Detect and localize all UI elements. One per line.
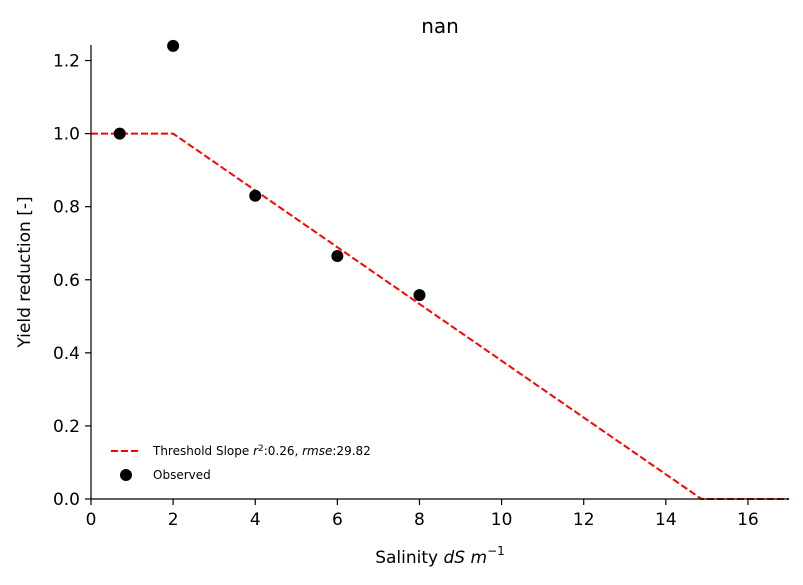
x-tick-label: 8 [414,510,425,530]
y-tick-label: 1.2 [53,52,80,72]
x-tick-label: 4 [250,510,261,530]
legend-label-r-value: :0.26, [264,444,302,458]
y-tick-label: 1.0 [53,125,80,145]
legend-label-observed: Observed [153,468,211,482]
legend-label-main: Threshold Slope [152,444,253,458]
observed-point [249,189,262,202]
legend-label-threshold-slope: Threshold Slope r2:0.26, rmse:29.82 [152,444,371,458]
x-tick-label: 16 [737,510,759,530]
x-ticks: 0 2 4 6 8 10 12 14 16 [86,499,759,530]
legend-label-r: r [253,444,259,458]
observed-point [167,39,180,52]
x-tick-label: 14 [655,510,677,530]
x-axis-label-unit-m: m [471,548,488,568]
threshold-slope-line [91,132,789,500]
y-tick-label: 0.6 [53,271,80,291]
y-ticks: 0.0 0.2 0.4 0.6 0.8 1.0 1.2 [53,52,91,510]
legend-label-rmse: rmse [302,444,332,458]
x-axis-label-exponent: −1 [487,544,505,558]
observed-point [413,289,426,302]
x-tick-label: 12 [573,510,595,530]
x-tick-label: 6 [332,510,343,530]
chart-title: nan [421,14,459,38]
y-tick-label: 0.4 [53,344,80,364]
x-axis-label-unit-ds: dS [444,548,466,568]
x-tick-label: 10 [491,510,513,530]
legend-label-rmse-value: :29.82 [332,444,370,458]
legend-marker-observed [120,469,132,481]
observed-point [113,127,126,140]
y-tick-label: 0.2 [53,417,80,437]
x-tick-label: 2 [168,510,179,530]
x-axis-label-prefix: Salinity [375,548,443,568]
plot-area [91,39,789,500]
legend: Threshold Slope r2:0.26, rmse:29.82 Obse… [111,444,371,482]
x-tick-label: 0 [86,510,97,530]
y-tick-label: 0.0 [53,490,80,510]
y-tick-label: 0.8 [53,198,80,218]
y-axis-label: Yield reduction [-] [15,196,35,348]
x-axis-label: Salinity dS m−1 [375,544,505,568]
observed-point [331,250,344,263]
legend-label-r-exponent: 2 [258,444,264,454]
